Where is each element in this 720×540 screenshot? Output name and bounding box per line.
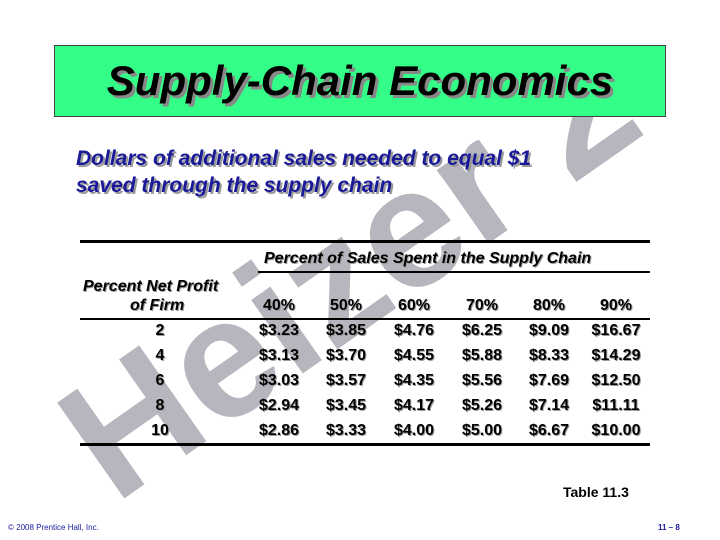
profit-cell: 4	[155, 347, 165, 364]
value-cell: $4.00	[393, 422, 435, 439]
value-cell: $14.29	[591, 347, 641, 364]
value-cell: $3.85	[325, 322, 367, 339]
value-cell: $3.03	[258, 372, 300, 389]
value-cell: $7.14	[528, 397, 570, 414]
profit-cell: 2	[155, 322, 165, 339]
value-cell: $7.69	[528, 372, 570, 389]
value-cell: $3.45	[325, 397, 367, 414]
value-cell: $3.33	[325, 422, 367, 439]
value-cell: $3.70	[325, 347, 367, 364]
value-cell: $3.57	[325, 372, 367, 389]
value-cell: $5.88	[461, 347, 503, 364]
value-cell: $3.13	[258, 347, 300, 364]
column-header: 90%	[599, 297, 633, 314]
profit-cell: 6	[155, 372, 165, 389]
value-cell: $5.56	[461, 372, 503, 389]
column-header: 70%	[465, 297, 499, 314]
value-cell: $12.50	[591, 372, 641, 389]
profit-cell: 10	[151, 422, 169, 439]
group-header: Percent of Sales Spent in the Supply Cha…	[264, 250, 592, 267]
table-bottom-rule	[80, 443, 650, 446]
value-cell: $3.23	[258, 322, 300, 339]
value-cell: $2.86	[258, 422, 300, 439]
value-cell: $4.55	[393, 347, 435, 364]
value-cell: $11.11	[592, 397, 640, 414]
column-header: 50%	[329, 297, 363, 314]
table-label: Table 11.3	[563, 484, 629, 500]
slide-subtitle: Dollars of additional sales needed to eq…	[76, 145, 656, 199]
column-header: 60%	[397, 297, 431, 314]
footer-page-number: 11 – 8	[658, 523, 680, 532]
subtitle-line-2: saved through the supply chain	[76, 174, 393, 197]
value-cell: $4.76	[393, 322, 435, 339]
subtitle-line-1: Dollars of additional sales needed to eq…	[76, 147, 532, 170]
profit-cell: 8	[155, 397, 165, 414]
column-header-rule	[80, 318, 650, 320]
value-cell: $5.26	[461, 397, 503, 414]
value-cell: $10.00	[591, 422, 641, 439]
value-cell: $5.00	[461, 422, 503, 439]
value-cell: $4.35	[393, 372, 435, 389]
value-cell: $6.67	[528, 422, 570, 439]
row-header-line-2: of Firm	[130, 297, 185, 314]
value-cell: $2.94	[258, 397, 300, 414]
title-banner: Supply-Chain Economics	[54, 45, 666, 117]
table-top-rule	[80, 240, 650, 243]
value-cell: $9.09	[528, 322, 570, 339]
column-header: 40%	[262, 297, 296, 314]
value-cell: $16.67	[591, 322, 641, 339]
row-header-line-1: Percent Net Profit	[83, 278, 219, 295]
slide-title: Supply-Chain Economics	[106, 57, 614, 104]
value-cell: $6.25	[461, 322, 503, 339]
group-header-rule	[258, 271, 650, 273]
footer-copyright: © 2008 Prentice Hall, Inc.	[8, 523, 99, 532]
value-cell: $8.33	[528, 347, 570, 364]
column-header: 80%	[532, 297, 566, 314]
value-cell: $4.17	[393, 397, 435, 414]
